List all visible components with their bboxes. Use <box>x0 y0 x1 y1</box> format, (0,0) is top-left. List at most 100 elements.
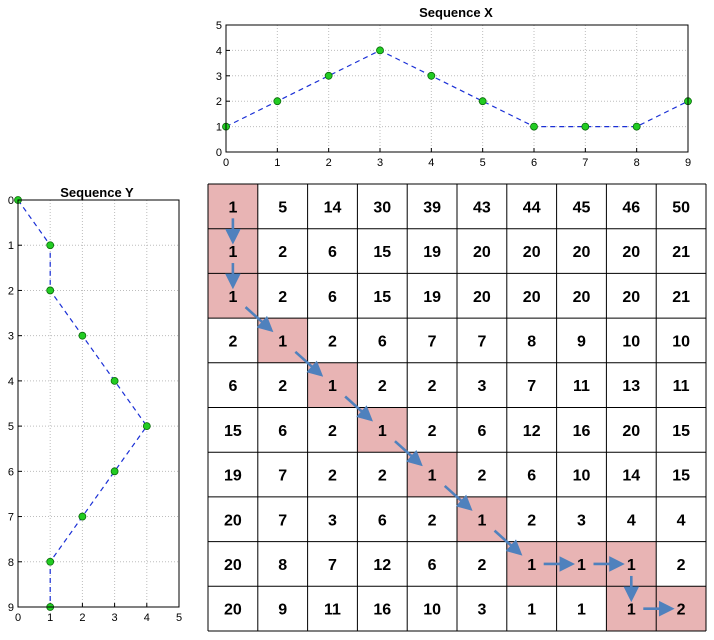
matrix-cell-value: 1 <box>527 602 536 619</box>
matrix-cell-value: 15 <box>672 468 690 485</box>
matrix-cell-value: 7 <box>477 333 486 350</box>
matrix-cell-value: 3 <box>577 512 586 529</box>
matrix-cell-value: 46 <box>622 199 640 216</box>
matrix-cell-value: 6 <box>378 512 387 529</box>
warping-path-arrow <box>394 440 423 467</box>
matrix-cell-value: 20 <box>473 289 491 306</box>
warping-path-arrow <box>244 306 274 333</box>
matrix-cell-value: 44 <box>523 199 541 216</box>
sequence-y-axes-box <box>17 199 180 608</box>
matrix-cell-value: 6 <box>527 468 536 485</box>
matrix-cell-value: 10 <box>423 602 441 619</box>
y-tick-label: 0 <box>8 195 14 207</box>
matrix-cell-value: 2 <box>378 378 387 395</box>
matrix-cell-value: 16 <box>573 423 591 440</box>
matrix-cell-value: 6 <box>278 423 287 440</box>
matrix-cell-value: 7 <box>328 557 337 574</box>
matrix-cell-value: 1 <box>228 244 237 261</box>
matrix-cell-value: 12 <box>523 423 541 440</box>
matrix-cell-value: 20 <box>622 423 640 440</box>
matrix-cell-value: 4 <box>677 512 686 529</box>
matrix-cell-value: 20 <box>573 289 591 306</box>
sequence-y-plot: Sequence Y 0 1 2 3 4 5 0 1 2 3 4 5 6 7 8 9 <box>8 185 182 624</box>
matrix-cell-value: 6 <box>328 289 337 306</box>
matrix-cell-value: 15 <box>224 423 242 440</box>
matrix-cell-value: 6 <box>477 423 486 440</box>
matrix-cell-value: 2 <box>677 602 686 619</box>
y-tick-label: 5 <box>216 20 222 32</box>
x-tick-label: 2 <box>326 157 332 169</box>
matrix-cell-value: 2 <box>428 378 437 395</box>
sequence-y-point <box>78 512 87 521</box>
sequence-x-points <box>222 46 692 131</box>
y-tick-label: 4 <box>216 45 222 57</box>
matrix-cell-value: 19 <box>423 244 441 261</box>
matrix-cell-value: 2 <box>527 512 536 529</box>
sequence-x-title: Sequence X <box>419 5 493 20</box>
matrix-cell-value: 1 <box>577 557 586 574</box>
matrix-cell-value: 2 <box>328 423 337 440</box>
matrix-highlights <box>208 184 706 631</box>
sequence-y-point <box>142 422 151 431</box>
y-tick-label: 4 <box>8 376 14 388</box>
sequence-x-point <box>324 71 333 80</box>
matrix-cell-value: 3 <box>328 512 337 529</box>
sequence-y-point <box>46 557 55 566</box>
matrix-cell-value: 20 <box>473 244 491 261</box>
x-tick-label: 9 <box>685 157 691 169</box>
sequence-y-grid <box>17 199 180 608</box>
matrix-cell-value: 2 <box>428 423 437 440</box>
sequence-y-point <box>46 286 55 295</box>
sequence-x-point <box>427 71 436 80</box>
sequence-x-point <box>273 97 282 106</box>
matrix-cell-value: 11 <box>324 602 341 619</box>
matrix-cell-value: 1 <box>228 199 237 216</box>
matrix-cell-value: 2 <box>228 333 237 350</box>
matrix-cell-value: 2 <box>378 468 387 485</box>
matrix-cell-value: 6 <box>328 244 337 261</box>
matrix-cell-value: 20 <box>523 289 541 306</box>
x-tick-label: 3 <box>112 612 118 624</box>
matrix-cell-value: 1 <box>627 557 636 574</box>
matrix-cell-value: 39 <box>423 199 441 216</box>
matrix-cell-value: 10 <box>622 333 640 350</box>
matrix-cell-value: 6 <box>228 378 237 395</box>
sequence-y-line <box>17 199 148 607</box>
sequence-y-point <box>110 376 119 385</box>
y-tick-label: 5 <box>8 421 14 433</box>
warping-path-arrow <box>443 484 473 511</box>
matrix-cell-value: 11 <box>573 378 590 395</box>
y-tick-label: 8 <box>8 557 14 569</box>
warping-path-arrow <box>493 529 523 556</box>
matrix-cell-value: 2 <box>278 289 287 306</box>
y-tick-label: 1 <box>216 122 222 134</box>
sequence-x-point <box>530 122 538 131</box>
matrix-cell-value: 21 <box>672 244 690 261</box>
x-tick-label: 0 <box>223 157 229 169</box>
matrix-cell-value: 9 <box>278 602 287 619</box>
cost-matrix: 1 5 14 30 39 43 44 45 46 501 2 6 15 19 20 20 20 20 211 2 6 15… <box>207 183 707 632</box>
matrix-cell-value: 16 <box>373 602 391 619</box>
warping-path-arrows <box>225 218 675 617</box>
matrix-cell-value: 7 <box>278 512 287 529</box>
matrix-cell-value: 1 <box>627 602 636 619</box>
warping-path-arrow <box>294 350 324 377</box>
matrix-cell-value: 2 <box>278 244 287 261</box>
matrix-cell-value: 2 <box>328 468 337 485</box>
matrix-cell-value: 2 <box>428 512 437 529</box>
sequence-x-plot: Sequence X 0 1 2 3 4 5 6 7 8 9 0 1 2 3 4 5 <box>216 5 692 169</box>
x-tick-label: 8 <box>634 157 640 169</box>
sequence-y-title: Sequence Y <box>60 185 134 200</box>
matrix-cell-value: 45 <box>573 199 591 216</box>
sequence-x-point <box>478 97 487 106</box>
matrix-cell-value: 15 <box>672 423 690 440</box>
x-tick-label: 2 <box>79 612 85 624</box>
matrix-cell-value: 5 <box>278 199 287 216</box>
matrix-cell-value: 19 <box>224 468 242 485</box>
x-tick-label: 3 <box>377 157 383 169</box>
sequence-x-point <box>376 46 384 55</box>
matrix-cell-value: 10 <box>573 468 591 485</box>
x-tick-label: 7 <box>582 157 588 169</box>
matrix-cell-value: 6 <box>428 557 437 574</box>
matrix-cell-value: 20 <box>573 244 591 261</box>
